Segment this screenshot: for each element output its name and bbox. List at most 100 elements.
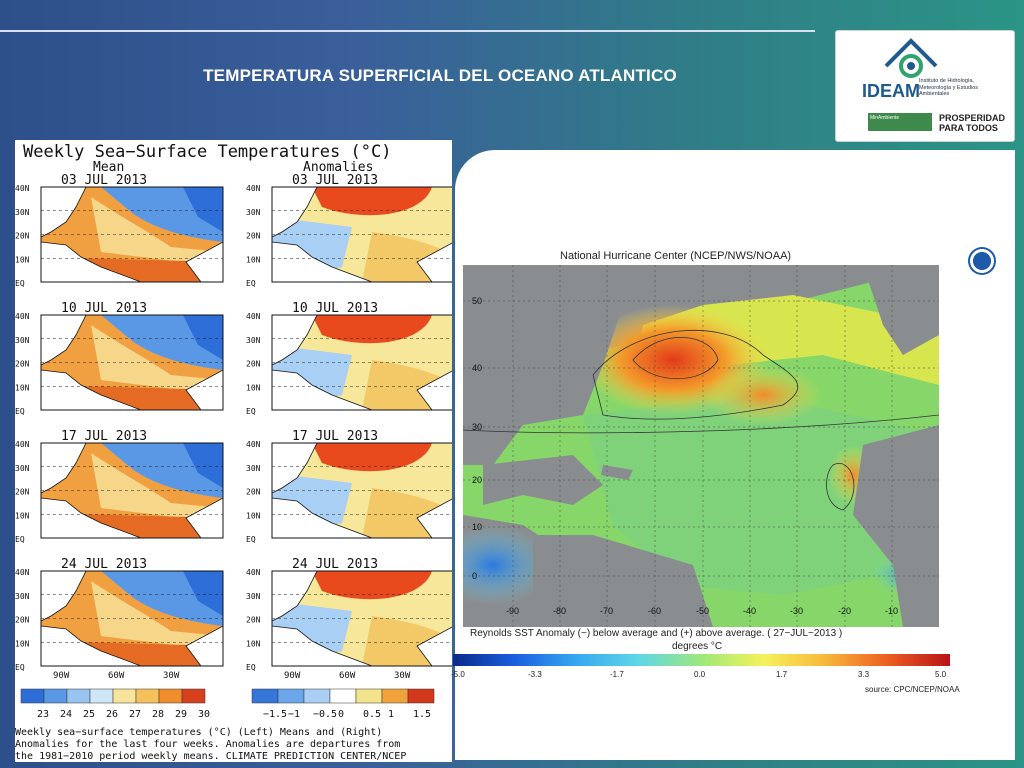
lat-label: 10N bbox=[246, 511, 261, 520]
anomaly-map bbox=[271, 570, 455, 667]
mean-scale-swatch bbox=[181, 688, 206, 704]
week-date: 03 JUL 2013 bbox=[61, 173, 147, 188]
mean-map bbox=[40, 314, 224, 411]
lat-label: 20N bbox=[15, 232, 30, 241]
lat-label: 40N bbox=[246, 440, 261, 449]
anom-scale-swatch bbox=[329, 688, 357, 704]
lon-label: -40 bbox=[743, 606, 757, 616]
lat-label: 30N bbox=[246, 336, 261, 345]
lat-label: 10N bbox=[246, 255, 261, 264]
lon-label: 90W bbox=[53, 671, 70, 681]
lon-label: 30W bbox=[163, 671, 180, 681]
ideam-subtitle: Instituto de Hidrología, Meteorología y … bbox=[919, 78, 979, 97]
week-date: 17 JUL 2013 bbox=[61, 429, 147, 444]
anom-scale-label: 0 bbox=[338, 709, 344, 720]
anom-scale-label: −1 bbox=[288, 709, 300, 720]
anom-scale-swatch bbox=[407, 688, 435, 704]
mean-scale-label: 29 bbox=[175, 709, 187, 720]
lon-label: -90 bbox=[506, 606, 520, 616]
map-caption: Reynolds SST Anomaly (−) below average a… bbox=[470, 628, 843, 639]
week-date: 10 JUL 2013 bbox=[292, 301, 378, 316]
lon-label: -10 bbox=[885, 606, 899, 616]
lon-label: -20 bbox=[838, 606, 852, 616]
anomalies-label: Anomalies bbox=[303, 160, 373, 175]
anom-scale-swatch bbox=[355, 688, 383, 704]
mean-scale-swatch bbox=[89, 688, 114, 704]
lat-label: EQ bbox=[15, 663, 25, 672]
mean-map bbox=[40, 570, 224, 667]
ideam-emblem-icon bbox=[884, 38, 938, 78]
lon-label: -60 bbox=[648, 606, 662, 616]
lon-label: 60W bbox=[339, 671, 356, 681]
week-date: 24 JUL 2013 bbox=[61, 557, 147, 572]
lat-label: 20 bbox=[472, 475, 483, 485]
mean-scale-swatch bbox=[158, 688, 183, 704]
lon-label: -30 bbox=[790, 606, 804, 616]
anomaly-map bbox=[271, 186, 455, 283]
lat-label: 20N bbox=[246, 360, 261, 369]
mean-scale-label: 24 bbox=[60, 709, 72, 720]
header-divider bbox=[0, 30, 815, 32]
mean-scale-swatch bbox=[43, 688, 68, 704]
lat-label: EQ bbox=[246, 535, 256, 544]
lat-label: 0 bbox=[472, 571, 478, 581]
anom-scale-label: 1 bbox=[388, 709, 394, 720]
colorbar-label: 5.0 bbox=[935, 670, 947, 679]
mean-scale-label: 25 bbox=[83, 709, 95, 720]
week-date: 24 JUL 2013 bbox=[292, 557, 378, 572]
lat-label: EQ bbox=[15, 407, 25, 416]
lon-label: -70 bbox=[600, 606, 614, 616]
mean-scale-swatch bbox=[135, 688, 160, 704]
lat-label: 20N bbox=[15, 360, 30, 369]
anom-scale-label: 0.5 bbox=[363, 709, 381, 720]
mean-scale-label: 27 bbox=[129, 709, 141, 720]
ideam-logo: IDEAM Instituto de Hidrología, Meteorolo… bbox=[835, 30, 1015, 142]
lat-label: 30N bbox=[246, 592, 261, 601]
mean-scale-label: 28 bbox=[152, 709, 164, 720]
colorbar-label: 3.3 bbox=[858, 670, 870, 679]
lat-label: 40N bbox=[246, 184, 261, 193]
colorbar-label: 0.0 bbox=[694, 670, 706, 679]
mean-scale-swatch bbox=[66, 688, 91, 704]
lat-label: 20N bbox=[15, 616, 30, 625]
anom-scale-label: −0.5 bbox=[313, 709, 337, 720]
lat-label: 40N bbox=[15, 440, 30, 449]
sst-anomaly-map bbox=[463, 265, 939, 627]
lon-label: -50 bbox=[696, 606, 710, 616]
lat-label: EQ bbox=[15, 535, 25, 544]
mean-map bbox=[40, 442, 224, 539]
lon-label: 30W bbox=[394, 671, 411, 681]
lat-label: EQ bbox=[246, 663, 256, 672]
lat-label: 30N bbox=[15, 336, 30, 345]
page-title: TEMPERATURA SUPERFICIAL DEL OCEANO ATLAN… bbox=[203, 66, 677, 85]
anom-scale-swatch bbox=[251, 688, 279, 704]
anom-scale-swatch bbox=[303, 688, 331, 704]
anomaly-map bbox=[271, 314, 455, 411]
weekly-caption-line: Anomalies for the last four weeks. Anoma… bbox=[15, 739, 400, 750]
weekly-title: Weekly Sea−Surface Temperatures (°C) bbox=[23, 142, 391, 162]
map-source: source: CPC/NCEP/NOAA bbox=[865, 685, 960, 694]
lat-label: 30N bbox=[15, 592, 30, 601]
lat-label: 20N bbox=[15, 488, 30, 497]
lat-label: 10N bbox=[246, 639, 261, 648]
mean-label: Mean bbox=[93, 160, 124, 175]
lat-label: 10N bbox=[246, 383, 261, 392]
ideam-wordmark: IDEAM bbox=[862, 81, 920, 101]
lat-label: 40 bbox=[472, 363, 483, 373]
anom-scale-label: 1.5 bbox=[413, 709, 431, 720]
lat-label: 40N bbox=[246, 312, 261, 321]
lat-label: 10N bbox=[15, 639, 30, 648]
map-units: degrees °C bbox=[672, 641, 723, 652]
lon-label: 60W bbox=[108, 671, 125, 681]
colorbar-label: 1.7 bbox=[776, 670, 788, 679]
weekly-caption-line: the 1981−2010 period weekly means. CLIMA… bbox=[15, 751, 406, 762]
lat-label: 30 bbox=[472, 422, 483, 432]
lat-label: 30N bbox=[15, 464, 30, 473]
lat-label: 30N bbox=[246, 464, 261, 473]
anomaly-map bbox=[271, 442, 455, 539]
anom-scale-label: −1.5 bbox=[263, 709, 287, 720]
mean-map bbox=[40, 186, 224, 283]
weekly-caption-line: Weekly sea−surface temperatures (°C) (Le… bbox=[15, 727, 382, 738]
lat-label: 20N bbox=[246, 232, 261, 241]
lat-label: EQ bbox=[246, 279, 256, 288]
